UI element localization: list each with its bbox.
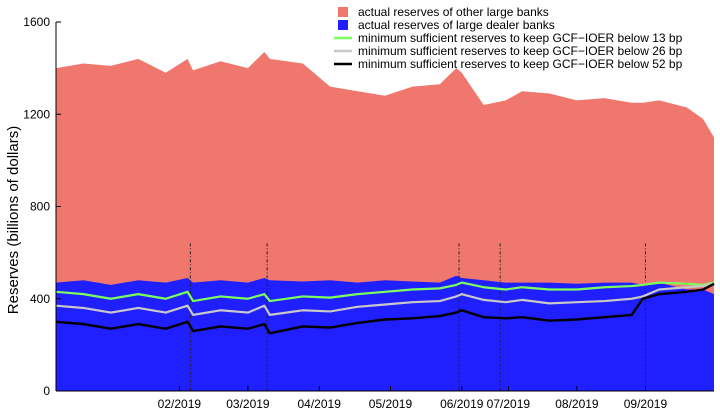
y-tick-label: 0 (43, 384, 50, 398)
legend-label-4: minimum sufficient reserves to keep GCF−… (358, 44, 683, 58)
legend-swatch-1 (338, 7, 348, 17)
axes: 0 400 800 1200 1600 02/2019 03/2019 04/2019 05/2… (23, 15, 714, 411)
y-tick-label: 1600 (23, 15, 50, 29)
y-tick-label: 1200 (23, 107, 50, 121)
area-large-dealer-banks (56, 275, 714, 391)
plot-area (55, 51, 715, 391)
x-tick-label: 07/2019 (487, 397, 531, 411)
y-axis-label: Reserves (billions of dollars) (5, 126, 22, 314)
x-tick-label: 03/2019 (226, 397, 270, 411)
y-tick-label: 800 (30, 200, 50, 214)
legend-label-1: actual reserves of other large banks (358, 5, 549, 19)
x-tick-label: 02/2019 (158, 397, 202, 411)
legend-label-5: minimum sufficient reserves to keep GCF−… (358, 57, 683, 71)
x-tick-label: 09/2019 (624, 397, 668, 411)
x-tick-label: 05/2019 (369, 397, 413, 411)
legend: actual reserves of other large banksactu… (334, 5, 683, 71)
series-line-13bp (55, 281, 715, 303)
legend-swatch-2 (338, 20, 348, 30)
series-line-52bp (55, 282, 715, 335)
y-tick-label: 400 (30, 292, 50, 306)
x-tick-label: 04/2019 (298, 397, 342, 411)
legend-label-3: minimum sufficient reserves to keep GCF−… (358, 31, 683, 45)
series-line-26bp (55, 282, 715, 316)
x-tick-label: 06/2019 (440, 397, 484, 411)
legend-label-2: actual reserves of large dealer banks (358, 18, 555, 32)
x-tick-label: 08/2019 (555, 397, 599, 411)
